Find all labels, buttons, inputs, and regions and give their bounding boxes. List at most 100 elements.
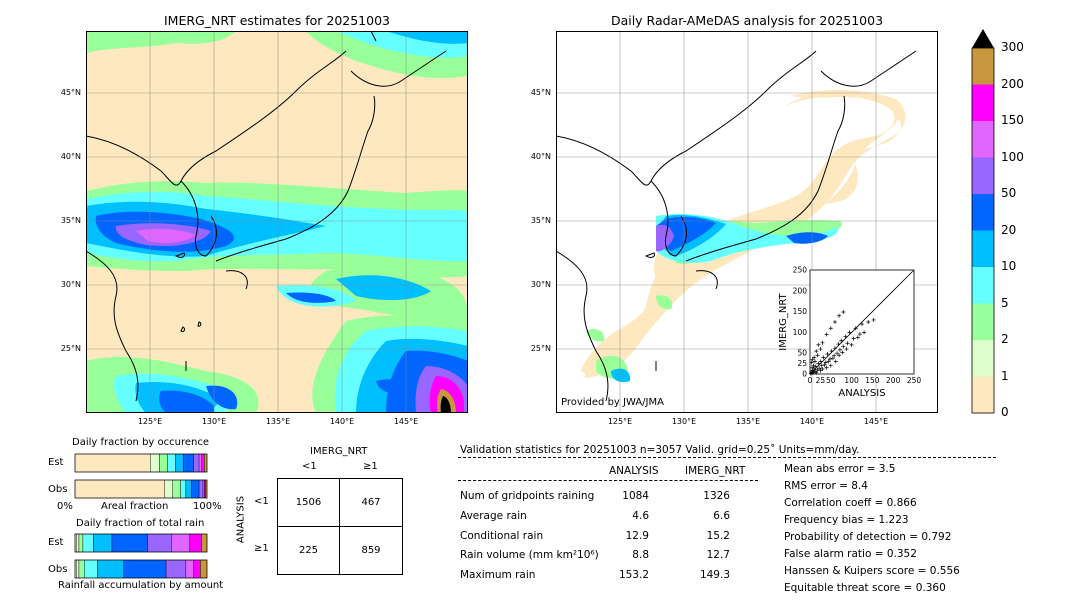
occ-xlabel: Areal fraction [101,501,169,512]
scatter-point [871,317,876,322]
colorbar-tick-label: 10 [1001,259,1017,273]
scatter-point [826,359,831,364]
totalrain-bar-segment [123,559,167,579]
score-mean-abs-error: Mean abs error = 3.5 [784,463,896,475]
stats-analysis-value: 153.2 [618,569,649,581]
rain-obs-label: Obs [48,564,68,575]
colorbar-tick-label: 2 [1001,332,1009,346]
scatter-point [812,355,817,360]
lat-label: 45°N [60,88,81,97]
stats-header-rule [458,457,996,458]
occurrence-bar-frame [74,453,208,473]
scatter-y-tick: 250 [793,266,808,275]
lat-label: 35°N [60,216,81,225]
score-rms-error: RMS error = 8.4 [784,480,868,492]
scatter-x-tick: 50 [826,376,836,385]
occurrence-bar-segment [164,479,173,499]
occ-est-label: Est [48,457,64,468]
stats-analysis-value: 1084 [622,490,649,502]
left-map-title: IMERG_NRT estimates for 20251003 [163,13,390,28]
contingency-col-ge1: ≥1 [363,461,378,472]
totalrain-bar-frame [74,533,208,553]
scatter-point [810,365,815,370]
occ-zero-label: 0% [57,501,73,512]
colorbar-tick-label: 0 [1001,405,1009,419]
scatter-point [844,347,849,352]
lat-label: 45°N [530,88,551,97]
lon-label: 140°E [799,417,825,426]
occurrence-bar-segment [198,453,202,473]
scatter-x-tick: 150 [865,376,880,385]
stats-imerg-value: 15.2 [706,530,730,542]
scatter-point [839,338,844,343]
stats-header: Validation statistics for 20251003 n=305… [460,444,860,456]
stats-imerg-value: 149.3 [699,569,730,581]
contingency-cell: 1506 [295,497,322,508]
stats-col-analysis: ANALYSIS [609,465,659,477]
stats-analysis-value: 8.8 [632,549,649,561]
occurrence-bar-segment [193,453,200,473]
contingency-cell: 225 [298,545,319,556]
stats-label: Maximum rain [460,569,536,581]
occurrence-bar-segment [201,453,205,473]
score-ets: Equitable threat score = 0.360 [784,582,946,594]
stats-imerg-value: 1326 [703,490,730,502]
score-frequency-bias: Frequency bias = 1.223 [784,514,909,526]
scatter-point [830,356,835,361]
score-far: False alarm ratio = 0.352 [784,548,917,560]
colorbar-tick-label: 300 [1001,40,1024,54]
lon-label: 125°E [137,417,163,426]
stats-label: Conditional rain [460,530,544,542]
scatter-x-tick: 250 [907,376,922,385]
scatter-point [843,334,848,339]
scatter-point [829,349,834,354]
scatter-point [824,332,829,337]
scatter-reference-line [809,269,915,375]
scatter-point [823,360,828,365]
occurrence-bar-segment [150,453,160,473]
colorbar-tick-label: 20 [1001,222,1017,237]
occurrence-bar-segment [159,453,168,473]
colorbar-segment [972,48,994,85]
scatter-point [847,330,852,335]
colorbar-tick-label: 1 [1001,368,1009,383]
scatter-x-label: ANALYSIS [838,388,885,399]
totalrain-bar-segment [84,559,98,579]
score-pod: Probability of detection = 0.792 [784,531,952,543]
occurrence-bar-segment [204,453,208,473]
stats-label: Num of gridpoints raining [460,490,595,502]
scatter-point [845,341,850,346]
totalrain-bar-segment [200,559,208,579]
scatter-point [820,340,825,345]
scatter-y-label: IMERG_NRT [778,292,789,350]
occurrence-bar-segment [198,479,204,499]
right-map-title: Daily Radar-AMeDAS analysis for 20251003 [610,13,884,28]
totalrain-title: Daily fraction of total rain [76,518,205,529]
scatter-point [855,335,860,340]
lon-label: 135°E [735,417,761,426]
scatter-point [841,344,846,349]
scatter-x-tick: 0 [808,376,813,385]
scatter-point [840,350,845,355]
rain-xlabel: Rainfall accumulation by amount [58,580,224,591]
scatter-point [860,322,864,327]
scatter-point [849,342,854,347]
scatter-point [833,359,838,364]
scatter-point [837,313,842,318]
left-map [86,31,468,413]
scatter-point [851,336,856,341]
scatter-y-tick: 200 [793,286,808,295]
totalrain-bar-segment [193,559,201,579]
scatter-point [809,360,814,365]
scatter-point [818,368,823,373]
stats-col-imerg: IMERG_NRT [685,465,746,477]
lat-label: 40°N [60,152,81,161]
scatter-x-tick: 25 [816,376,826,385]
scatter-point [819,363,824,368]
occurrence-bar-segment [183,453,194,473]
rain-est-label: Est [48,537,64,548]
stats-label: Rain volume (mm km²10⁶) [460,549,599,561]
data-credit: Provided by JWA/JMA [561,397,664,408]
scatter-point [835,351,840,356]
occurrence-bar-frame [74,479,208,499]
